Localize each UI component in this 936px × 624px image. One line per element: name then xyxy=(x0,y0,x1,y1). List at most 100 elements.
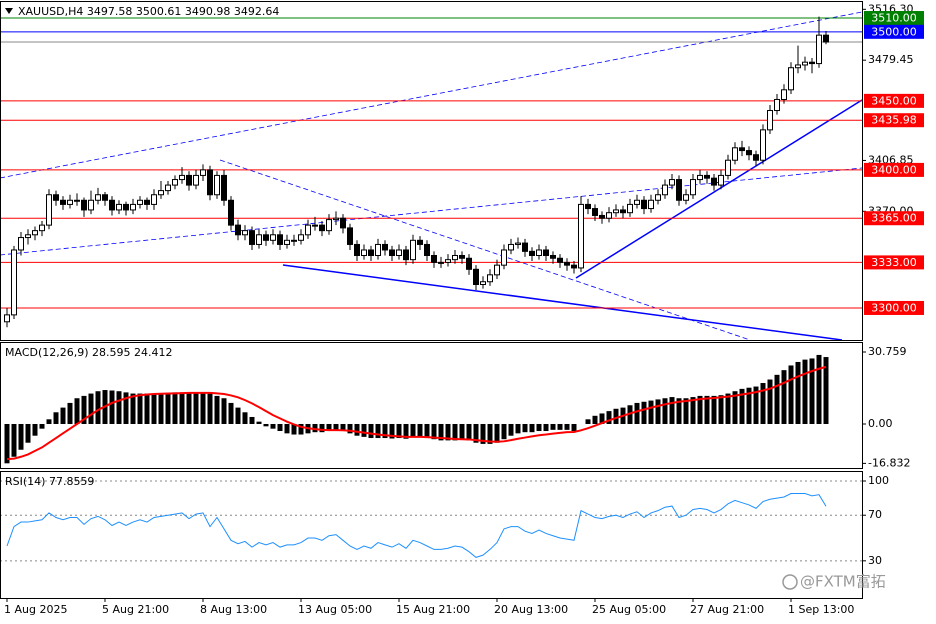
candle-body xyxy=(151,194,157,205)
histogram-bar xyxy=(277,423,283,432)
candle-body xyxy=(690,179,696,196)
histogram-bar xyxy=(32,423,38,436)
candle-body xyxy=(487,274,493,283)
histogram-bar xyxy=(361,423,367,437)
histogram-bar xyxy=(88,393,94,424)
level-label: 3500.00 xyxy=(871,25,917,38)
candle-body xyxy=(641,199,647,210)
histogram-bar xyxy=(508,423,514,436)
histogram-bar xyxy=(207,393,213,424)
candle-body xyxy=(809,61,815,65)
histogram-bar xyxy=(347,423,353,434)
candle-body xyxy=(130,203,136,211)
collapse-icon xyxy=(5,8,13,14)
candle-body xyxy=(417,239,423,245)
histogram-bar xyxy=(459,423,465,440)
candle-body xyxy=(158,190,164,196)
candle-body xyxy=(39,224,45,232)
x-tick-label: 1 Aug 2025 xyxy=(4,603,67,616)
candle-body xyxy=(228,199,234,226)
candle-body xyxy=(550,255,556,259)
candle-body xyxy=(361,249,367,257)
candle-body xyxy=(221,174,227,201)
candle-body xyxy=(732,147,738,161)
histogram-bar xyxy=(823,357,829,424)
candle-body xyxy=(564,261,570,266)
x-tick-label: 1 Sep 13:00 xyxy=(788,603,854,616)
candle-body xyxy=(389,249,395,257)
candle-body xyxy=(459,255,465,259)
histogram-bar xyxy=(256,421,262,424)
candle-body xyxy=(802,61,808,66)
candle-body xyxy=(102,194,108,201)
x-tick-label: 15 Aug 21:00 xyxy=(396,603,470,616)
candle-body xyxy=(578,203,584,269)
histogram-bar xyxy=(564,423,570,430)
candle-body xyxy=(312,224,318,227)
candle-body xyxy=(60,199,66,205)
candle-body xyxy=(746,150,752,156)
histogram-bar xyxy=(25,423,31,443)
candle-body xyxy=(536,249,542,257)
histogram-bar xyxy=(753,386,759,424)
histogram-bar xyxy=(214,395,220,424)
histogram-bar xyxy=(354,423,360,436)
candle-body xyxy=(620,209,626,214)
histogram-bar xyxy=(746,387,752,424)
histogram-bar xyxy=(697,395,703,424)
histogram-bar xyxy=(396,423,402,439)
candle-body xyxy=(431,255,437,263)
candle-body xyxy=(340,217,346,229)
trend-line xyxy=(575,99,863,279)
histogram-bar xyxy=(221,398,227,424)
channel-line xyxy=(0,11,863,179)
histogram-bar xyxy=(480,423,486,444)
x-tick-label: 25 Aug 05:00 xyxy=(592,603,666,616)
histogram-bar xyxy=(473,423,479,443)
candle-body xyxy=(11,249,17,316)
y-tick-label: 30.759 xyxy=(868,345,907,358)
trend-line xyxy=(219,159,751,341)
candle-body xyxy=(697,174,703,181)
candle-body xyxy=(200,169,206,176)
histogram-bar xyxy=(172,392,178,424)
candle-body xyxy=(816,34,822,65)
candle-body xyxy=(277,234,283,245)
candle-body xyxy=(193,174,199,186)
candle-body xyxy=(144,199,150,205)
histogram-bar xyxy=(46,419,52,424)
histogram-bar xyxy=(606,411,612,424)
histogram-bar xyxy=(186,392,192,424)
candle-body xyxy=(774,98,780,112)
candle-body xyxy=(410,239,416,261)
x-tick-label: 5 Aug 21:00 xyxy=(102,603,169,616)
histogram-bar xyxy=(704,395,710,424)
candle-body xyxy=(725,159,731,176)
histogram-bar xyxy=(599,413,605,424)
candle-body xyxy=(137,199,143,205)
histogram-bar xyxy=(676,398,682,424)
histogram-bar xyxy=(67,402,73,424)
histogram-bar xyxy=(571,423,577,432)
candle-body xyxy=(67,199,73,205)
histogram-bar xyxy=(648,400,654,424)
histogram-bar xyxy=(634,402,640,424)
y-tick-label: 30 xyxy=(868,554,882,567)
watermark: @FXTM富拓 xyxy=(782,573,886,591)
level-box xyxy=(864,11,924,26)
histogram-bar xyxy=(151,393,157,424)
candle-body xyxy=(172,179,178,186)
histogram-bar xyxy=(501,423,507,440)
histogram-bar xyxy=(795,361,801,424)
histogram-bar xyxy=(781,370,787,424)
y-tick-label: 0.00 xyxy=(868,417,893,430)
candle-body xyxy=(739,147,745,152)
histogram-bar xyxy=(123,392,129,424)
candle-body xyxy=(214,174,220,196)
watermark-text: @FXTM富拓 xyxy=(800,573,886,591)
candle-body xyxy=(95,194,101,201)
level-label: 3435.98 xyxy=(871,114,917,127)
histogram-bar xyxy=(774,374,780,424)
